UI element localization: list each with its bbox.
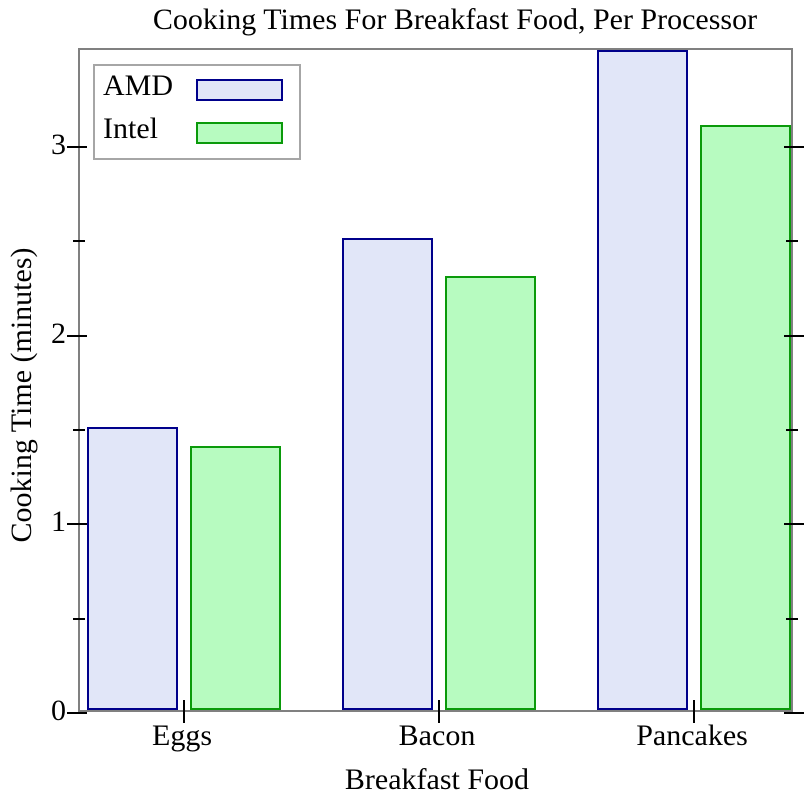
- bar-amd-eggs: [87, 427, 178, 710]
- y-tick-major-right: [784, 523, 804, 526]
- y-tick-label: 0: [51, 694, 66, 727]
- y-tick-major-left: [67, 146, 87, 149]
- legend-label-amd: AMD: [103, 69, 174, 102]
- chart-title: Cooking Times For Breakfast Food, Per Pr…: [152, 3, 758, 36]
- legend-swatch-intel: [196, 122, 283, 144]
- legend-swatch-amd: [196, 79, 283, 101]
- y-tick-major-left: [67, 334, 87, 337]
- x-tick-label: Pancakes: [636, 719, 748, 752]
- x-tick: [438, 700, 440, 723]
- y-tick-label: 3: [51, 128, 66, 162]
- y-tick-major-right: [784, 334, 804, 337]
- x-tick-label: Eggs: [152, 719, 212, 752]
- x-axis-label: Breakfast Food: [344, 763, 530, 796]
- y-tick-label: 2: [51, 316, 66, 350]
- y-tick-major-right: [784, 146, 804, 149]
- bar-intel-pancakes: [700, 125, 791, 710]
- x-tick-label: Bacon: [398, 719, 476, 752]
- y-tick-minor-left: [73, 429, 85, 432]
- x-tick: [183, 700, 185, 723]
- legend-label-intel: Intel: [103, 112, 158, 145]
- y-tick-minor-right: [786, 429, 798, 432]
- y-tick-major-left: [67, 523, 87, 526]
- bar-amd-bacon: [342, 238, 433, 710]
- y-tick-major-right: [784, 712, 804, 714]
- plot-area: [67, 48, 804, 723]
- bar-intel-eggs: [190, 445, 281, 710]
- x-tick: [693, 700, 695, 723]
- y-tick-minor-right: [786, 240, 798, 243]
- y-tick-minor-right: [786, 617, 798, 620]
- y-tick-major-left: [67, 712, 87, 714]
- bar-intel-bacon: [445, 276, 536, 710]
- y-tick-label: 1: [51, 505, 66, 539]
- y-tick-minor-left: [73, 617, 85, 620]
- bar-amd-pancakes: [597, 49, 688, 710]
- y-tick-minor-left: [73, 240, 85, 243]
- legend: AMD Intel: [93, 64, 301, 160]
